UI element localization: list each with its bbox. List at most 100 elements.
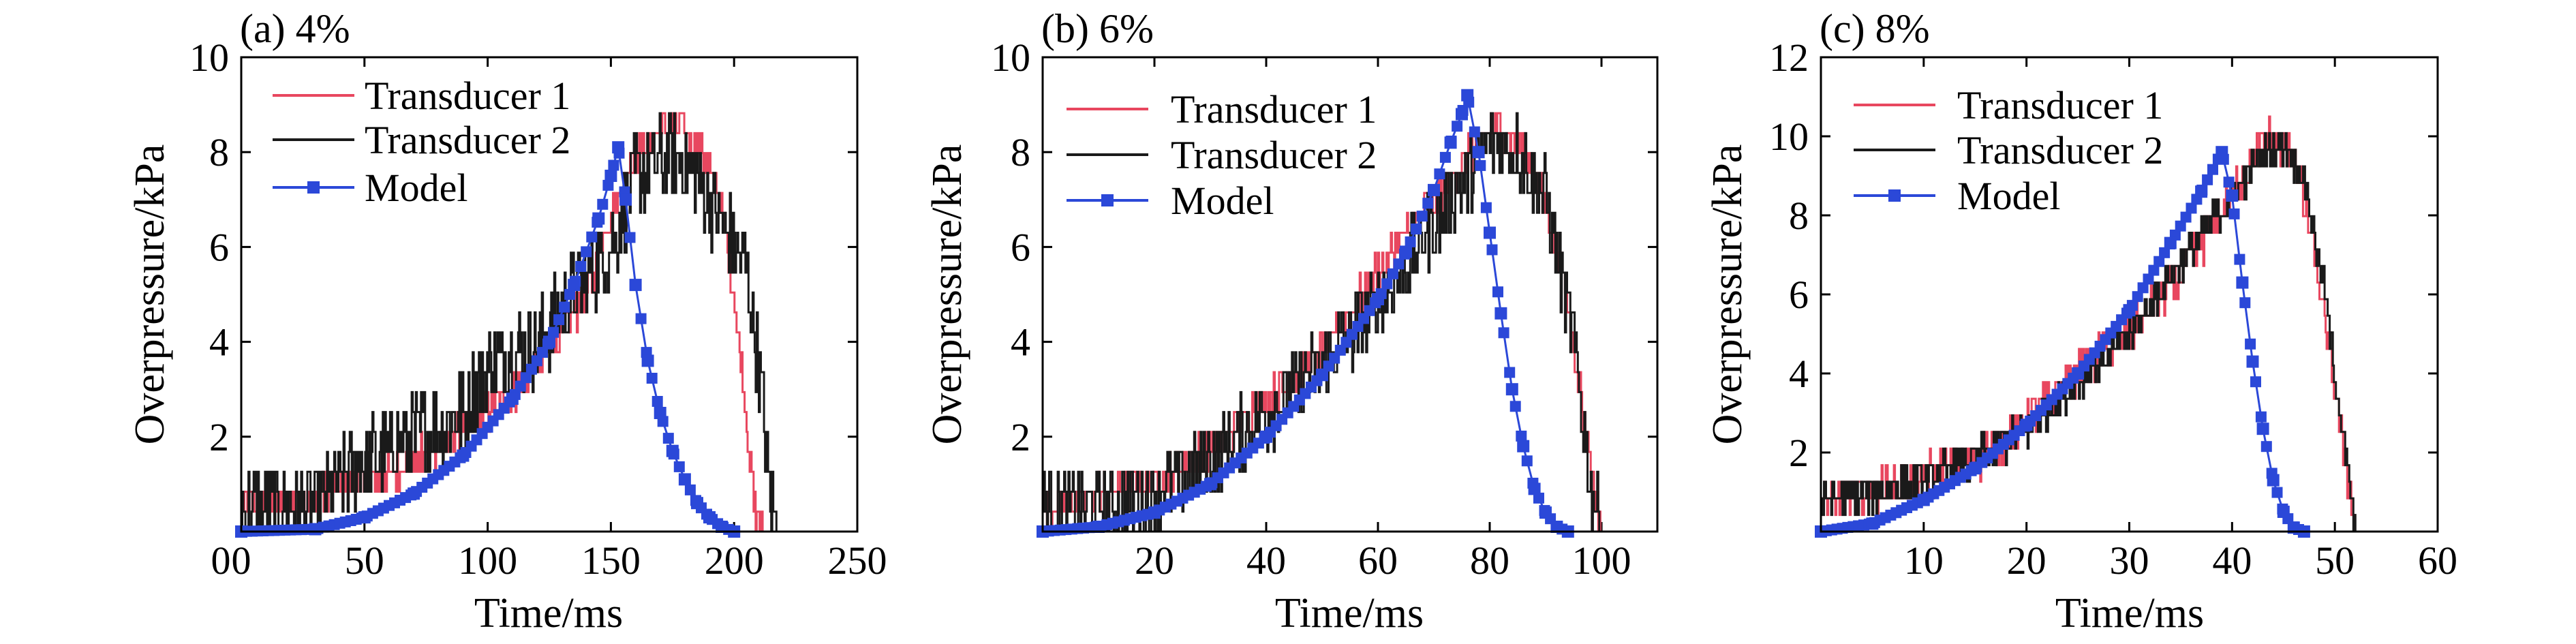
legend-item-transducer-1: Transducer 1 — [1854, 83, 2163, 127]
legend-label-transducer-2: Transducer 2 — [1171, 133, 1377, 177]
y-tick-label: 2 — [209, 415, 229, 459]
legend-label-transducer-1: Transducer 1 — [365, 74, 570, 118]
model-point — [2020, 418, 2033, 431]
model-point — [568, 279, 581, 292]
y-tick-label: 6 — [209, 225, 229, 269]
legend-item-model: Model — [1067, 179, 1274, 223]
model-marker — [1498, 327, 1509, 339]
model-marker — [2260, 441, 2272, 453]
y-tick-label: 6 — [1789, 273, 1809, 317]
legend-item-transducer-1: Transducer 1 — [273, 74, 570, 118]
model-marker — [520, 372, 532, 384]
model-point — [2277, 506, 2290, 518]
model-marker — [1387, 268, 1398, 279]
legend-item-transducer-2: Transducer 2 — [1067, 133, 1377, 177]
x-tick-label: 150 — [581, 538, 641, 583]
model-marker — [586, 231, 598, 243]
x-tick-label: 30 — [2110, 538, 2149, 583]
model-point — [1505, 383, 1518, 396]
model-marker — [646, 373, 658, 384]
x-tick-label: 50 — [2315, 538, 2355, 583]
model-marker — [1486, 244, 1498, 256]
model-point — [716, 521, 729, 533]
x-tick-label: 20 — [2007, 538, 2046, 583]
legend-label-transducer-1: Transducer 1 — [1957, 83, 2163, 127]
model-marker — [2159, 247, 2171, 258]
legend-marker-model — [307, 181, 320, 194]
panel-b-frame — [1041, 56, 1659, 533]
model-point — [1428, 183, 1440, 196]
model-marker — [2234, 254, 2245, 265]
model-marker — [1533, 492, 1544, 504]
model-point — [1866, 517, 1879, 530]
model-marker — [2180, 211, 2192, 223]
y-tick-label: 8 — [209, 130, 229, 174]
y-tick-label: 12 — [1769, 35, 1809, 80]
panel-c-frame — [1820, 56, 2439, 533]
model-marker — [531, 355, 542, 367]
model-point — [2226, 189, 2239, 202]
y-tick-label: 4 — [1011, 320, 1030, 365]
x-tick-label: 100 — [458, 538, 517, 583]
model-point — [629, 279, 642, 292]
panel-b-title: (b) 6% — [1041, 6, 1154, 51]
model-marker — [2271, 487, 2283, 498]
legend-marker-model — [1888, 189, 1901, 202]
model-marker — [2245, 338, 2256, 350]
model-marker — [2137, 282, 2149, 294]
panel-a-legend: Transducer 1 Transducer 2 Model — [273, 74, 570, 210]
legend-label-model: Model — [1957, 174, 2060, 218]
model-marker — [2153, 256, 2165, 267]
y-tick-label: 4 — [209, 320, 229, 365]
model-point — [1550, 521, 1563, 533]
model-point — [2256, 423, 2269, 435]
legend-label-transducer-2: Transducer 2 — [1957, 128, 2163, 172]
model-marker — [2250, 376, 2261, 388]
model-marker — [1480, 202, 1492, 213]
panel-a-ticks: 0 50 100 150 200 250 0 2 4 6 8 10 — [189, 35, 887, 583]
series-line-transducer-2 — [241, 112, 779, 533]
panel-c-plot — [1815, 115, 2357, 538]
panel-a-plot — [235, 112, 779, 538]
model-point — [1204, 478, 1216, 491]
model-point — [1372, 293, 1384, 305]
panel-a-ylabel: Overpressure/kPa — [127, 144, 173, 445]
model-marker — [1405, 236, 1416, 247]
panel-b: (b) 6% Time/ms Overpressure/kPa 20 40 60 80… — [924, 6, 1659, 637]
x-tick-label: 250 — [828, 538, 887, 583]
model-marker — [2239, 297, 2251, 309]
panel-a: (a) 4% Time/ms Overpressure/kPa 0 50 100 15… — [127, 6, 887, 637]
model-point — [2267, 474, 2280, 487]
model-point — [2195, 185, 2208, 198]
model-marker — [602, 179, 614, 191]
model-point — [703, 511, 716, 524]
legend-item-transducer-2: Transducer 2 — [273, 118, 570, 162]
x-tick-label: 60 — [2418, 538, 2457, 583]
model-point — [666, 444, 679, 457]
model-marker — [1439, 151, 1451, 163]
model-point — [309, 523, 322, 536]
y-tick-label: 6 — [1011, 225, 1030, 269]
model-marker — [1469, 126, 1480, 138]
model-marker — [2175, 220, 2186, 232]
model-point — [1148, 506, 1161, 519]
panel-b-xlabel: Time/ms — [1275, 590, 1424, 637]
legend-item-transducer-1: Transducer 1 — [1067, 87, 1377, 132]
x-tick-label: 60 — [1358, 538, 1398, 583]
y-tick-label: 8 — [1011, 130, 1030, 174]
legend-label-transducer-2: Transducer 2 — [365, 118, 570, 162]
model-point — [1456, 108, 1468, 121]
model-marker — [581, 246, 592, 258]
model-marker — [2143, 273, 2154, 285]
model-point — [641, 354, 654, 367]
model-marker — [515, 380, 526, 392]
model-point — [592, 212, 605, 225]
x-tick-label: 20 — [1135, 538, 1174, 583]
model-point — [1472, 146, 1485, 159]
panel-c-ylabel: Overpressure/kPa — [1704, 144, 1751, 445]
model-marker — [608, 159, 619, 171]
model-point — [358, 511, 371, 524]
model-marker — [553, 314, 565, 326]
panel-a-title: (a) 4% — [240, 6, 350, 51]
